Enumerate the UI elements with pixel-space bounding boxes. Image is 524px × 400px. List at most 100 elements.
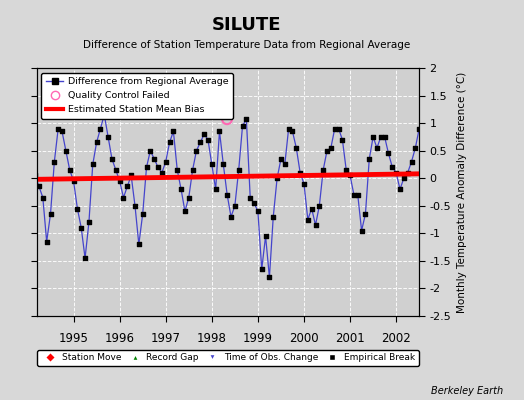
Point xyxy=(380,134,389,140)
Text: 2002: 2002 xyxy=(381,332,411,345)
Point xyxy=(42,238,51,245)
Point xyxy=(181,208,189,214)
Point xyxy=(315,202,323,209)
Point xyxy=(365,156,374,162)
Text: 1998: 1998 xyxy=(197,332,227,345)
Point xyxy=(388,164,397,170)
Point xyxy=(338,136,346,143)
Point xyxy=(85,219,93,226)
Point xyxy=(419,136,427,143)
Point xyxy=(350,192,358,198)
Point xyxy=(96,126,105,132)
Point xyxy=(108,156,116,162)
Point xyxy=(377,134,385,140)
Point xyxy=(189,167,197,173)
Point xyxy=(31,172,39,179)
Point xyxy=(311,222,320,228)
Point xyxy=(369,134,377,140)
Point xyxy=(100,112,108,118)
Point xyxy=(280,161,289,168)
Point xyxy=(300,180,308,187)
Point xyxy=(346,172,354,179)
Point xyxy=(89,161,97,168)
Text: 1999: 1999 xyxy=(243,332,273,345)
Point xyxy=(231,202,239,209)
Point xyxy=(227,214,235,220)
Point xyxy=(138,211,147,217)
Point xyxy=(196,139,204,146)
Point xyxy=(150,156,158,162)
Point xyxy=(434,164,443,170)
Point xyxy=(81,255,89,261)
Point xyxy=(143,164,151,170)
Point xyxy=(77,225,85,231)
Point xyxy=(112,167,120,173)
Point xyxy=(223,116,231,122)
Point xyxy=(303,216,312,223)
Text: 1996: 1996 xyxy=(105,332,135,345)
Point xyxy=(62,148,70,154)
Point xyxy=(319,167,328,173)
Point xyxy=(288,128,297,134)
Point xyxy=(215,128,224,134)
Point xyxy=(146,148,155,154)
Point xyxy=(250,200,258,206)
Point xyxy=(292,145,300,151)
Point xyxy=(169,128,178,134)
Point xyxy=(396,186,404,192)
Point xyxy=(242,116,250,122)
Point xyxy=(261,233,270,239)
Point xyxy=(273,175,281,182)
Point xyxy=(430,148,439,154)
Legend: Station Move, Record Gap, Time of Obs. Change, Empirical Break: Station Move, Record Gap, Time of Obs. C… xyxy=(37,350,419,366)
Point xyxy=(238,123,247,129)
Point xyxy=(115,178,124,184)
Point xyxy=(200,131,209,137)
Point xyxy=(212,186,220,192)
Point xyxy=(173,167,181,173)
Point xyxy=(161,158,170,165)
Point xyxy=(69,178,78,184)
Point xyxy=(331,126,339,132)
Point xyxy=(66,167,74,173)
Point xyxy=(39,194,47,201)
Point xyxy=(127,172,135,179)
Text: 2001: 2001 xyxy=(335,332,365,345)
Point xyxy=(192,148,201,154)
Point xyxy=(407,158,416,165)
Point xyxy=(277,156,285,162)
Text: SILUTE: SILUTE xyxy=(212,16,281,34)
Text: Berkeley Earth: Berkeley Earth xyxy=(431,386,503,396)
Point xyxy=(219,161,227,168)
Point xyxy=(119,194,128,201)
Point xyxy=(235,167,243,173)
Point xyxy=(73,205,82,212)
Point xyxy=(373,145,381,151)
Point xyxy=(131,202,139,209)
Point xyxy=(166,139,174,146)
Text: Difference of Station Temperature Data from Regional Average: Difference of Station Temperature Data f… xyxy=(83,40,410,50)
Point xyxy=(415,126,423,132)
Point xyxy=(58,128,66,134)
Point xyxy=(334,126,343,132)
Point xyxy=(308,205,316,212)
Point xyxy=(423,114,431,121)
Point xyxy=(285,126,293,132)
Point xyxy=(323,148,331,154)
Point xyxy=(50,158,59,165)
Point xyxy=(208,161,216,168)
Point xyxy=(154,164,162,170)
Point xyxy=(354,192,362,198)
Point xyxy=(158,170,166,176)
Point xyxy=(361,211,369,217)
Point xyxy=(326,145,335,151)
Point xyxy=(384,150,392,157)
Point xyxy=(123,183,132,190)
Point xyxy=(442,183,450,190)
Point xyxy=(269,214,277,220)
Point xyxy=(438,172,446,179)
Point xyxy=(104,134,112,140)
Point xyxy=(411,145,420,151)
Point xyxy=(223,192,232,198)
Point xyxy=(135,241,143,248)
